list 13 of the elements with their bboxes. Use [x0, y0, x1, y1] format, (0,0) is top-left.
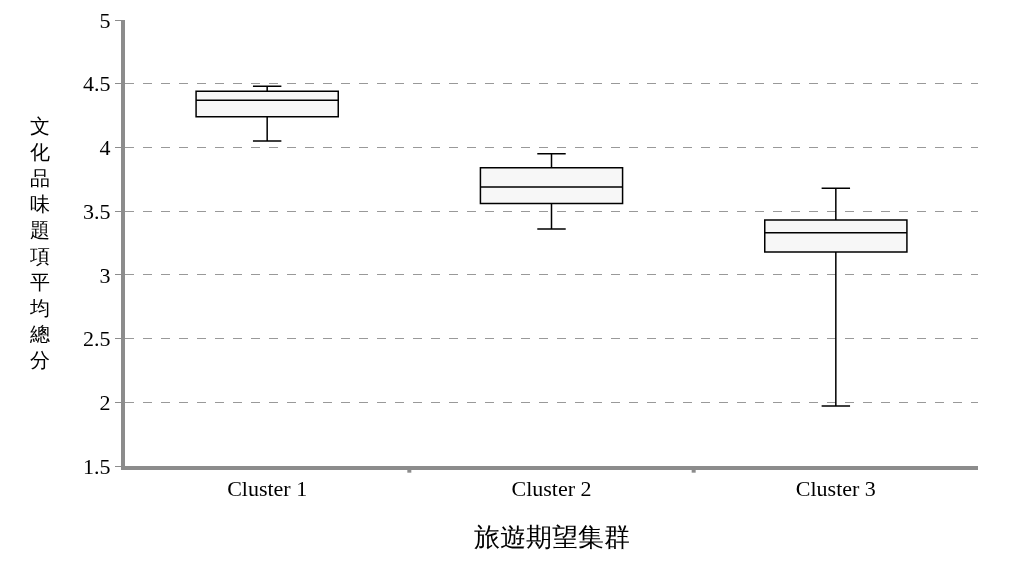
x-tick-label: Cluster 2: [511, 476, 592, 502]
y-tick-label: 4.5: [83, 71, 111, 97]
y-tick-label: 3.5: [83, 198, 111, 224]
y-tick-label: 2: [99, 389, 111, 415]
y-tick-label: 5: [99, 7, 111, 33]
x-tick-label: Cluster 3: [795, 476, 876, 502]
y-tick-label: 4: [99, 135, 111, 161]
x-axis-title: 旅遊期望集群: [473, 521, 630, 552]
x-tick-label: Cluster 1: [227, 476, 308, 502]
text: 文化品味題項平均總分: [30, 114, 50, 372]
y-tick-label: 2.5: [83, 326, 111, 352]
y-tick-label: 1.5: [83, 453, 111, 479]
y-tick-label: 3: [99, 262, 111, 288]
